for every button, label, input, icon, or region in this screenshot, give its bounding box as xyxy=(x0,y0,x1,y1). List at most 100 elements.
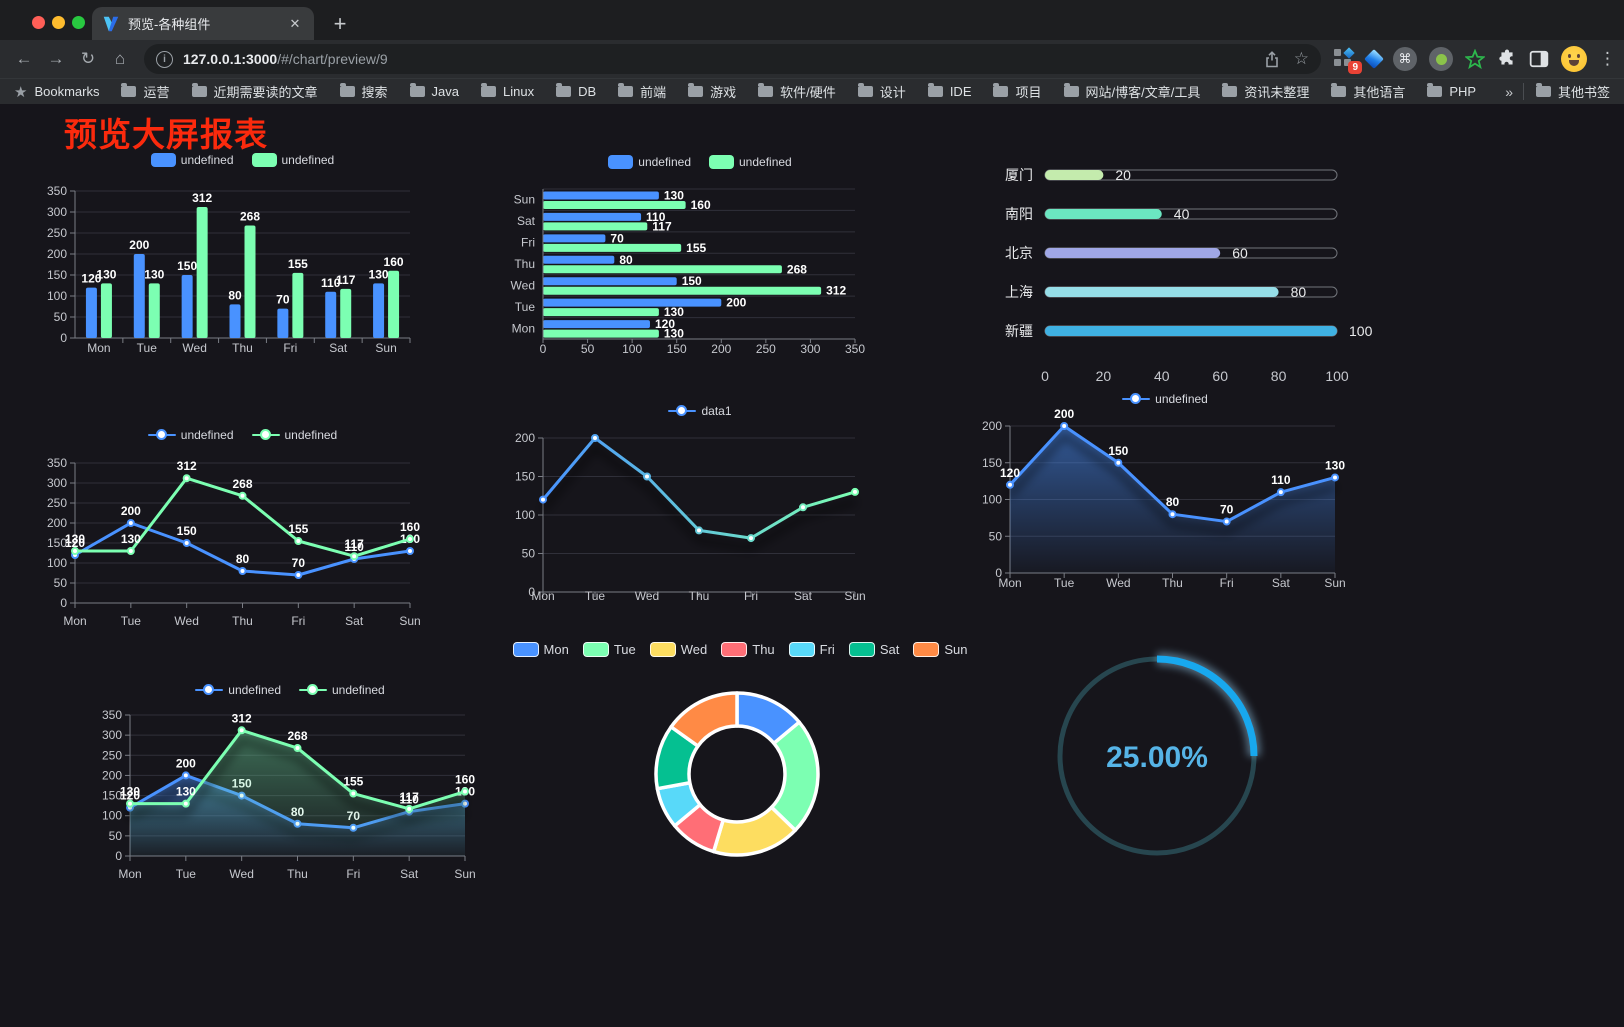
legend-item-undefined[interactable]: undefined xyxy=(1122,392,1208,406)
bookmark-item[interactable]: 近期需要读的文章 xyxy=(191,82,318,101)
forward-icon[interactable]: → xyxy=(47,49,65,68)
bookmark-label: Linux xyxy=(503,84,535,99)
sidepanel-icon[interactable] xyxy=(1529,49,1549,69)
legend-item-undefined[interactable]: undefined xyxy=(150,153,234,167)
bookmark-item[interactable]: 设计 xyxy=(857,82,906,101)
svg-text:Tue: Tue xyxy=(176,867,197,881)
star-extension-icon[interactable] xyxy=(1465,49,1485,69)
bookmarks-overflow-icon[interactable]: » xyxy=(1505,83,1513,100)
svg-text:Mon: Mon xyxy=(512,321,535,335)
bookmark-item[interactable]: 前端 xyxy=(618,82,666,101)
donut-svg xyxy=(654,691,820,857)
legend-item-Wed[interactable]: Wed xyxy=(649,642,707,657)
svg-text:40: 40 xyxy=(1154,368,1170,384)
legend-item-undefined[interactable]: undefined xyxy=(251,428,337,442)
svg-text:250: 250 xyxy=(47,226,67,240)
svg-text:130: 130 xyxy=(96,267,116,281)
minimize-window-button[interactable] xyxy=(52,16,65,29)
bookmark-item[interactable]: Linux xyxy=(481,83,535,99)
svg-text:155: 155 xyxy=(343,775,363,789)
bookmark-item[interactable]: PHP xyxy=(1427,83,1476,99)
bookmark-item[interactable]: 软件/硬件 xyxy=(758,82,836,101)
bookmark-item[interactable]: IDE xyxy=(927,83,971,99)
bookmarks-root[interactable]: ★ Bookmarks xyxy=(14,83,99,101)
svg-text:Thu: Thu xyxy=(689,589,710,603)
legend-label: Thu xyxy=(752,642,775,657)
legend-item-undefined[interactable]: undefined xyxy=(147,428,234,442)
legend-item-undefined[interactable]: undefined xyxy=(608,155,691,169)
bookmark-item[interactable]: Java xyxy=(409,83,459,99)
bookmark-item[interactable]: 运营 xyxy=(121,82,170,101)
legend-item-Fri[interactable]: Fri xyxy=(788,642,835,657)
legend-item-Sun[interactable]: Sun xyxy=(913,642,967,657)
bookmark-item[interactable]: 资讯未整理 xyxy=(1222,82,1309,101)
svg-text:Sat: Sat xyxy=(517,214,536,228)
legend-item-Tue[interactable]: Tue xyxy=(582,642,636,657)
svg-text:300: 300 xyxy=(47,205,67,219)
svg-text:70: 70 xyxy=(1220,503,1234,517)
svg-text:厦门: 厦门 xyxy=(1005,167,1033,183)
profile-avatar[interactable] xyxy=(1561,46,1587,72)
site-info-icon[interactable]: i xyxy=(156,50,173,68)
svg-text:Sun: Sun xyxy=(844,589,865,603)
page-content: 预览大屏报表 undefined undefined 0 50 100 150 200 250… xyxy=(0,104,1624,1027)
svg-text:Tue: Tue xyxy=(137,341,158,355)
bookmark-label: 运营 xyxy=(143,85,170,100)
horizontal-bar-chart: undefined undefined Mon 120 130 Tue 200 130 Wed 1… xyxy=(505,153,895,371)
address-bar[interactable]: i 127.0.0.1:3000/#/chart/preview/9 ☆ xyxy=(144,44,1321,74)
svg-text:268: 268 xyxy=(787,262,807,276)
bookmark-item[interactable]: 其他语言 xyxy=(1331,82,1405,101)
legend-item-undefined[interactable]: undefined xyxy=(195,683,281,697)
bookmark-star-icon[interactable]: ☆ xyxy=(1293,49,1309,68)
share-icon[interactable] xyxy=(1264,50,1280,68)
tab-close-icon[interactable]: ✕ xyxy=(289,15,301,31)
home-icon[interactable]: ⌂ xyxy=(114,49,126,68)
svg-text:Mon: Mon xyxy=(87,341,110,355)
browser-menu-icon[interactable]: ⋮ xyxy=(1599,49,1616,68)
browser-tab[interactable]: 预览-各种组件 ✕ xyxy=(92,7,314,40)
svg-text:120: 120 xyxy=(65,536,85,550)
two-series-line-chart: undefined undefined 0 50 100 150 200 250 300 350 M… xyxy=(45,426,440,644)
svg-text:70: 70 xyxy=(292,556,306,570)
new-tab-button[interactable]: + xyxy=(333,11,347,36)
svg-text:200: 200 xyxy=(121,504,141,518)
bookmark-item[interactable]: 网站/博客/文章/工具 xyxy=(1063,82,1200,101)
legend-item-Thu[interactable]: Thu xyxy=(721,642,775,657)
legend-item-data1[interactable]: data1 xyxy=(668,404,732,418)
folder-icon xyxy=(1063,83,1079,97)
svg-text:268: 268 xyxy=(240,209,260,223)
legend-item-undefined[interactable]: undefined xyxy=(709,155,792,169)
bookmark-item[interactable]: 游戏 xyxy=(688,82,736,101)
bookmark-item[interactable]: DB xyxy=(556,83,596,99)
puzzle-extensions-icon[interactable] xyxy=(1497,49,1517,69)
legend-item-undefined[interactable]: undefined xyxy=(251,153,334,167)
bookmark-item[interactable]: 搜索 xyxy=(339,82,388,101)
recorder-extension-icon[interactable] xyxy=(1429,47,1453,71)
maximize-window-button[interactable] xyxy=(72,16,85,29)
url-text[interactable]: 127.0.0.1:3000/#/chart/preview/9 xyxy=(183,51,388,67)
extension-grid-icon[interactable]: 9 xyxy=(1333,47,1362,74)
svg-text:60: 60 xyxy=(1232,245,1248,261)
other-bookmarks[interactable]: 其他书签 xyxy=(1535,82,1610,101)
legend-item-Sat[interactable]: Sat xyxy=(848,642,899,657)
svg-text:130: 130 xyxy=(65,532,85,546)
svg-text:200: 200 xyxy=(129,238,149,252)
reload-icon[interactable]: ↻ xyxy=(80,49,96,68)
close-window-button[interactable] xyxy=(32,16,45,29)
svg-text:120: 120 xyxy=(81,272,101,286)
svg-text:160: 160 xyxy=(400,520,420,534)
svg-text:250: 250 xyxy=(756,342,776,356)
bookmark-item[interactable]: 项目 xyxy=(993,82,1042,101)
svg-text:200: 200 xyxy=(47,247,67,261)
command-extension-icon[interactable]: ⌘ xyxy=(1393,47,1417,71)
chart-legend: undefined undefined xyxy=(100,683,480,697)
back-icon[interactable]: ← xyxy=(15,49,33,68)
legend-label: Tue xyxy=(613,642,636,657)
svg-text:Mon: Mon xyxy=(63,614,86,628)
legend-label: undefined xyxy=(180,153,234,167)
legend-item-Mon[interactable]: Mon xyxy=(512,642,569,657)
svg-text:0: 0 xyxy=(1041,368,1049,384)
gem-extension-icon[interactable] xyxy=(1364,49,1384,69)
legend-item-undefined[interactable]: undefined xyxy=(299,683,385,697)
browser-titlebar: 预览-各种组件 ✕ + xyxy=(0,0,1624,40)
